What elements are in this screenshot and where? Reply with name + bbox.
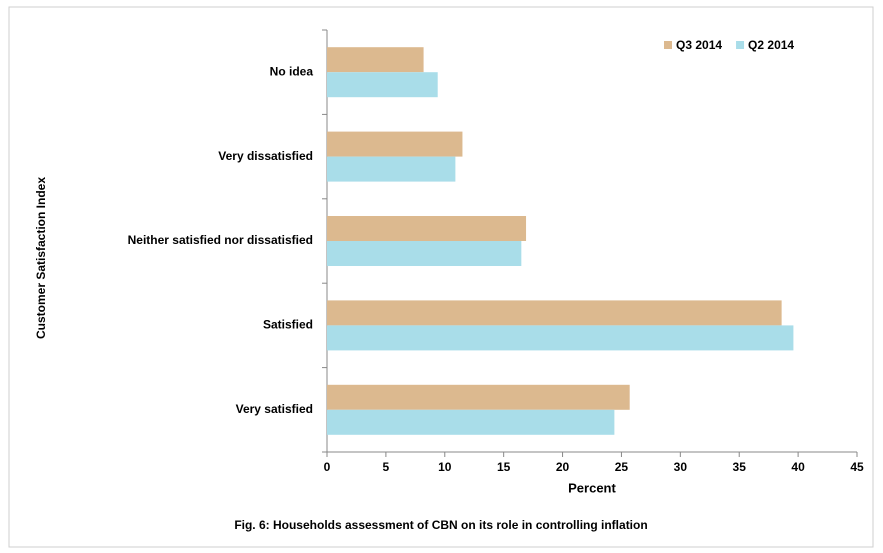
bar	[327, 300, 782, 326]
bar	[327, 72, 438, 98]
x-tick-label: 0	[324, 460, 331, 474]
y-tick-label: Neither satisfied nor dissatisfied	[128, 233, 313, 247]
y-tick-label: Very dissatisfied	[218, 149, 313, 163]
bar	[327, 384, 630, 410]
legend-label: Q3 2014	[676, 38, 722, 52]
x-tick-label: 30	[674, 460, 688, 474]
x-tick-label: 35	[733, 460, 747, 474]
bar	[327, 241, 522, 266]
x-tick-label: 40	[791, 460, 805, 474]
bar	[327, 216, 527, 241]
bar	[327, 47, 424, 73]
bar	[327, 156, 456, 182]
x-tick-label: 10	[438, 460, 452, 474]
chart-title: Fig. 6: Households assessment of CBN on …	[234, 518, 647, 532]
x-tick-label: 5	[383, 460, 390, 474]
legend-swatch	[664, 41, 672, 49]
bar	[327, 325, 794, 351]
legend-label: Q2 2014	[748, 38, 794, 52]
x-tick-label: 25	[615, 460, 629, 474]
x-tick-label: 15	[497, 460, 511, 474]
y-tick-label: Very satisfied	[236, 402, 313, 416]
legend-swatch	[736, 41, 745, 49]
x-tick-label: 20	[556, 460, 570, 474]
y-tick-label: No idea	[270, 64, 314, 78]
x-tick-label: 45	[850, 460, 864, 474]
y-tick-label: Satisfied	[263, 318, 313, 332]
bar	[327, 131, 463, 157]
chart-frame	[8, 6, 874, 548]
y-axis-label: Customer Satisfaction Index	[34, 177, 48, 339]
bar	[327, 409, 615, 435]
x-axis-label: Percent	[568, 480, 616, 495]
